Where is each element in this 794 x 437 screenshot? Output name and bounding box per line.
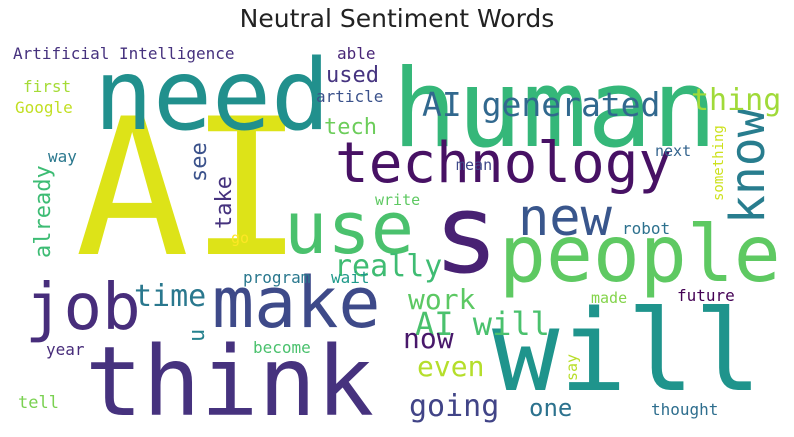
word-artificial-intelligence: Artificial Intelligence — [13, 44, 235, 63]
word-use: use — [284, 186, 415, 270]
word-new: new — [518, 188, 612, 248]
word-next: next — [655, 142, 692, 160]
word-already: already — [31, 165, 56, 258]
word-go: go — [231, 229, 250, 247]
word-write: write — [375, 191, 421, 209]
word-technology: technology — [335, 131, 673, 196]
word-one: one — [529, 394, 573, 422]
word-google: Google — [15, 98, 73, 117]
word-future: future — [677, 286, 735, 305]
word-human: human — [392, 47, 718, 172]
word-program: program — [243, 268, 311, 287]
word-year: year — [46, 340, 85, 359]
word-ai: AI — [75, 78, 304, 299]
word-see: see — [187, 142, 212, 182]
word-now: now — [403, 322, 454, 355]
word-know: know — [720, 108, 776, 224]
word-need: need — [94, 44, 331, 153]
word-ai-generated: AI generated — [422, 85, 661, 124]
word-made: made — [591, 289, 628, 307]
word-thought: thought — [651, 400, 719, 419]
word-tech: tech — [324, 115, 377, 140]
word-something: something — [711, 125, 727, 201]
word-really: really — [334, 249, 443, 284]
word-way: way — [48, 147, 77, 166]
word-cloud: AI human need will think people make tec… — [9, 44, 785, 430]
word-job: job — [25, 271, 141, 345]
word-first: first — [23, 77, 72, 96]
word-u: u — [185, 328, 210, 342]
word-s: s — [433, 170, 500, 298]
word-say: say — [563, 353, 581, 381]
word-think: think — [85, 326, 374, 430]
word-people: people — [499, 210, 781, 300]
word-article: article — [316, 87, 384, 106]
word-take: take — [212, 176, 237, 229]
chart-title: Neutral Sentiment Words — [239, 4, 555, 33]
word-will: will — [492, 287, 762, 417]
word-used: used — [326, 63, 379, 88]
word-time: time — [134, 279, 207, 314]
word-become: become — [253, 338, 311, 357]
word-even: even — [417, 350, 485, 383]
word-wait: wait — [331, 268, 370, 287]
word-work: work — [408, 283, 476, 316]
word-thing: thing — [691, 83, 782, 118]
word-mean: mean — [456, 156, 493, 174]
word-able: able — [337, 44, 376, 63]
word-going: going — [409, 389, 500, 424]
word-ai-will: AI will — [415, 305, 550, 343]
word-make: make — [212, 262, 381, 344]
word-tell: tell — [18, 393, 59, 413]
word-robot: robot — [622, 219, 671, 238]
